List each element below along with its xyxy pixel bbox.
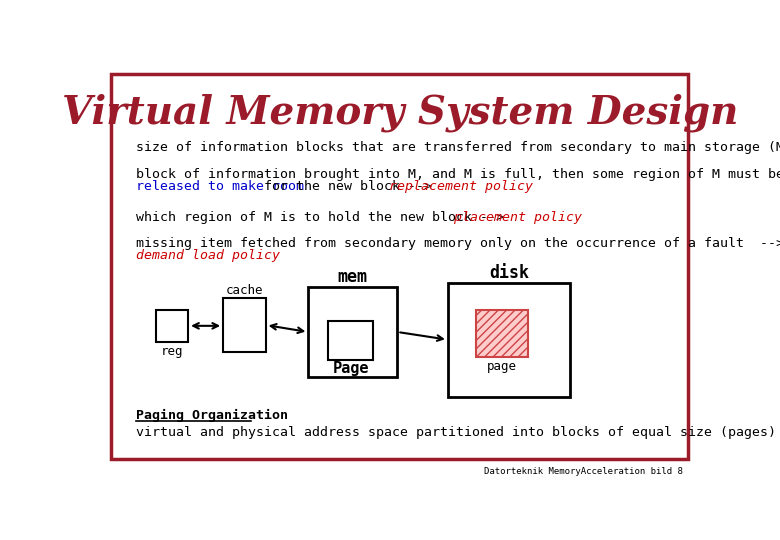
- Text: released to make room: released to make room: [136, 180, 304, 193]
- Text: block of information brought into M, and M is full, then some region of M must b: block of information brought into M, and…: [136, 167, 780, 181]
- Bar: [328, 321, 373, 360]
- Text: Paging Organization: Paging Organization: [136, 409, 289, 422]
- Text: reg: reg: [161, 345, 183, 357]
- Text: which region of M is to hold the new block -->: which region of M is to hold the new blo…: [136, 211, 504, 224]
- Text: cache: cache: [225, 284, 263, 297]
- Text: placement policy: placement policy: [438, 211, 583, 224]
- Text: for the new block -->: for the new block -->: [257, 180, 432, 193]
- Text: demand load policy: demand load policy: [136, 249, 280, 262]
- Text: size of information blocks that are transferred from secondary to main storage (: size of information blocks that are tran…: [136, 141, 780, 154]
- Text: Page: Page: [332, 361, 369, 376]
- Text: Datorteknik MemoryAcceleration bild 8: Datorteknik MemoryAcceleration bild 8: [484, 467, 682, 476]
- Text: mem: mem: [338, 267, 368, 286]
- Text: virtual and physical address space partitioned into blocks of equal size (pages): virtual and physical address space parti…: [136, 426, 776, 438]
- Bar: [448, 283, 570, 397]
- Text: page: page: [487, 360, 517, 373]
- Text: Virtual Memory System Design: Virtual Memory System Design: [62, 93, 738, 132]
- Text: missing item fetched from secondary memory only on the occurrence of a fault  --: missing item fetched from secondary memo…: [136, 237, 780, 250]
- Bar: [308, 287, 398, 377]
- Text: disk: disk: [489, 264, 529, 282]
- Bar: [223, 298, 266, 352]
- Bar: [476, 309, 528, 357]
- Text: replacement policy: replacement policy: [373, 180, 533, 193]
- Bar: [156, 309, 188, 342]
